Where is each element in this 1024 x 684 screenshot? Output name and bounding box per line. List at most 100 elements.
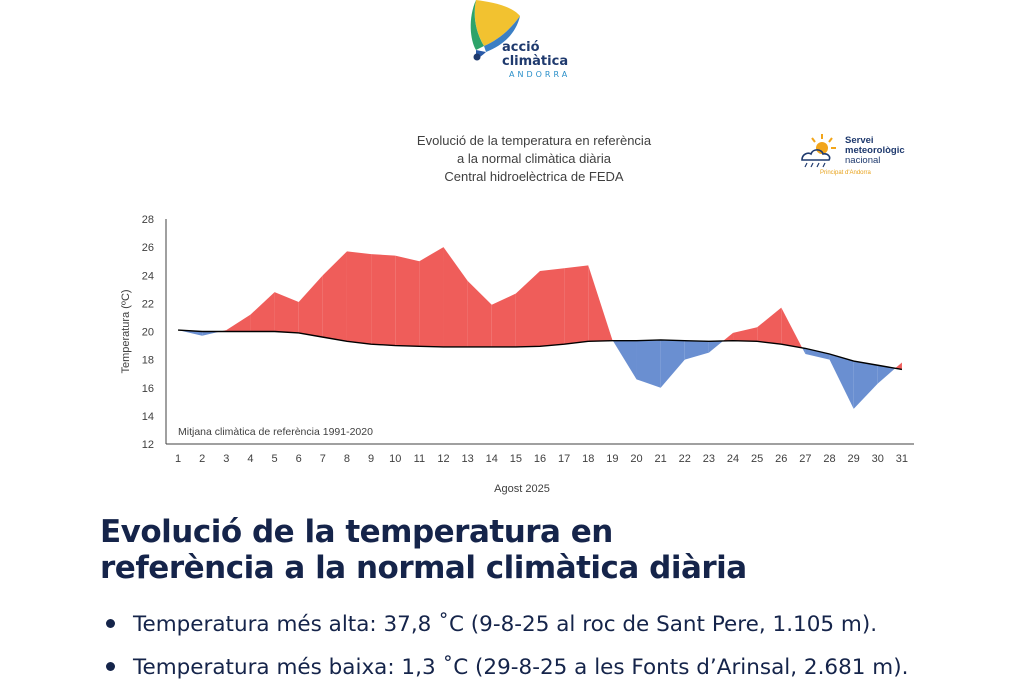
anomaly-segment xyxy=(250,292,275,332)
anomaly-segment xyxy=(564,265,589,345)
x-tick-label: 25 xyxy=(751,453,763,465)
x-tick-label: 9 xyxy=(368,453,374,465)
anomaly-segment xyxy=(395,255,420,347)
x-tick-label: 24 xyxy=(727,453,739,465)
anomaly-segment xyxy=(346,251,372,345)
x-tick-label: 19 xyxy=(606,453,618,465)
y-tick-label: 12 xyxy=(142,439,154,451)
x-tick-label: 4 xyxy=(247,453,253,465)
x-tick-label: 18 xyxy=(582,453,594,465)
x-tick-label: 30 xyxy=(872,453,884,465)
anomaly-segment xyxy=(322,251,347,342)
x-axis-label: Agost 2025 xyxy=(494,483,550,495)
heading-line-2: referència a la normal climàtica diària xyxy=(100,550,747,586)
anomaly-segment xyxy=(723,332,734,341)
y-tick-label: 16 xyxy=(142,383,154,395)
x-tick-label: 17 xyxy=(558,453,570,465)
smn-line-4: Principat d'Andorra xyxy=(820,170,871,176)
anomaly-segment xyxy=(757,307,782,345)
x-tick-label: 2 xyxy=(199,453,205,465)
section-heading: Evolució de la temperatura en referència… xyxy=(100,514,1000,586)
x-tick-label: 28 xyxy=(823,453,835,465)
anomaly-segment xyxy=(829,354,854,409)
anomaly-segment xyxy=(274,292,299,333)
x-tick-label: 13 xyxy=(461,453,473,465)
y-tick-label: 20 xyxy=(142,327,154,339)
anomaly-segment xyxy=(802,347,806,354)
x-tick-label: 7 xyxy=(320,453,326,465)
x-tick-label: 14 xyxy=(486,453,498,465)
bullet-dot xyxy=(106,661,115,671)
bullet-dot xyxy=(106,618,115,628)
x-tick-label: 23 xyxy=(703,453,715,465)
accio-climatica-emblem-icon xyxy=(470,0,520,61)
smn-line-3: nacional xyxy=(845,155,881,166)
anomaly-segment xyxy=(540,268,565,347)
x-tick-label: 27 xyxy=(799,453,811,465)
x-tick-label: 22 xyxy=(679,453,691,465)
x-tick-label: 20 xyxy=(630,453,642,465)
chart-title-line-1: Evolució de la temperatura en referència xyxy=(416,133,652,148)
heading-line-1: Evolució de la temperatura en xyxy=(100,514,613,550)
anomaly-segment xyxy=(588,265,613,342)
normal-series-line xyxy=(178,329,903,371)
anomaly-segment xyxy=(733,327,758,342)
anomaly-segment xyxy=(443,247,468,347)
x-tick-label: 12 xyxy=(437,453,449,465)
anomaly-segment xyxy=(491,293,516,347)
anomaly-segment xyxy=(684,340,709,360)
anomaly-segment xyxy=(660,339,685,388)
logo-line-2: climàtica xyxy=(502,54,569,69)
x-tick-label: 6 xyxy=(296,453,302,465)
y-tick-label: 28 xyxy=(142,214,154,226)
x-tick-label: 15 xyxy=(510,453,522,465)
x-tick-label: 21 xyxy=(655,453,667,465)
normal-annotation: Mitjana climàtica de referència 1991-202… xyxy=(178,426,373,438)
anomaly-segment xyxy=(419,247,444,347)
anomaly-segment xyxy=(371,254,396,346)
bullet-max-temp: Temperatura més alta: 37,8 ˚C (9-8-25 al… xyxy=(106,612,877,637)
chart-title: Evolució de la temperatura en referència… xyxy=(334,132,734,186)
chart-title-line-3: Central hidroelèctrica de FEDA xyxy=(444,169,624,184)
smn-line-2: meteorològic xyxy=(845,145,905,156)
y-tick-label: 24 xyxy=(142,270,154,282)
x-tick-label: 10 xyxy=(389,453,401,465)
x-tick-label: 29 xyxy=(848,453,860,465)
x-tick-label: 26 xyxy=(775,453,787,465)
servei-meteorologic-logo: Servei meteorològic nacional Principat d… xyxy=(798,132,918,182)
y-tick-label: 14 xyxy=(142,411,154,423)
anomaly-segment xyxy=(781,307,803,348)
y-axis-label: Temperatura (ºC) xyxy=(120,289,132,373)
bullet-max-temp-text: Temperatura més alta: 37,8 ˚C (9-8-25 al… xyxy=(133,612,878,637)
chart-lines xyxy=(178,329,903,371)
y-tick-label: 18 xyxy=(142,355,154,367)
chart-axes xyxy=(165,219,914,445)
anomaly-segment xyxy=(515,271,540,347)
x-tick-label: 3 xyxy=(223,453,229,465)
anomaly-segment xyxy=(708,340,724,353)
logo-line-3: ANDORRA xyxy=(509,70,571,79)
anomaly-segment xyxy=(467,280,492,347)
x-tick-label: 5 xyxy=(272,453,278,465)
chart-title-line-2: a la normal climàtica diària xyxy=(457,151,611,166)
x-tick-label: 8 xyxy=(344,453,350,465)
anomaly-segment xyxy=(805,348,830,360)
x-tick-label: 31 xyxy=(896,453,908,465)
anomaly-segment xyxy=(853,361,878,409)
accio-climatica-logo: acció climàtica ANDORRA xyxy=(462,0,582,84)
anomaly-segment xyxy=(298,275,323,338)
anomaly-segment xyxy=(895,362,902,370)
logo-line-1: acció xyxy=(502,40,540,55)
anomaly-areas xyxy=(178,247,902,409)
bullet-min-temp-text: Temperatura més baixa: 1,3 ˚C (29-8-25 a… xyxy=(133,655,909,680)
sun-cloud-icon xyxy=(801,134,836,168)
anomaly-segment xyxy=(612,340,637,380)
smn-line-1: Servei xyxy=(845,135,874,146)
y-tick-label: 22 xyxy=(142,298,154,310)
anomaly-segment xyxy=(636,339,661,388)
anomaly-segment xyxy=(226,314,251,332)
x-tick-label: 16 xyxy=(534,453,546,465)
y-tick-label: 26 xyxy=(142,242,154,254)
